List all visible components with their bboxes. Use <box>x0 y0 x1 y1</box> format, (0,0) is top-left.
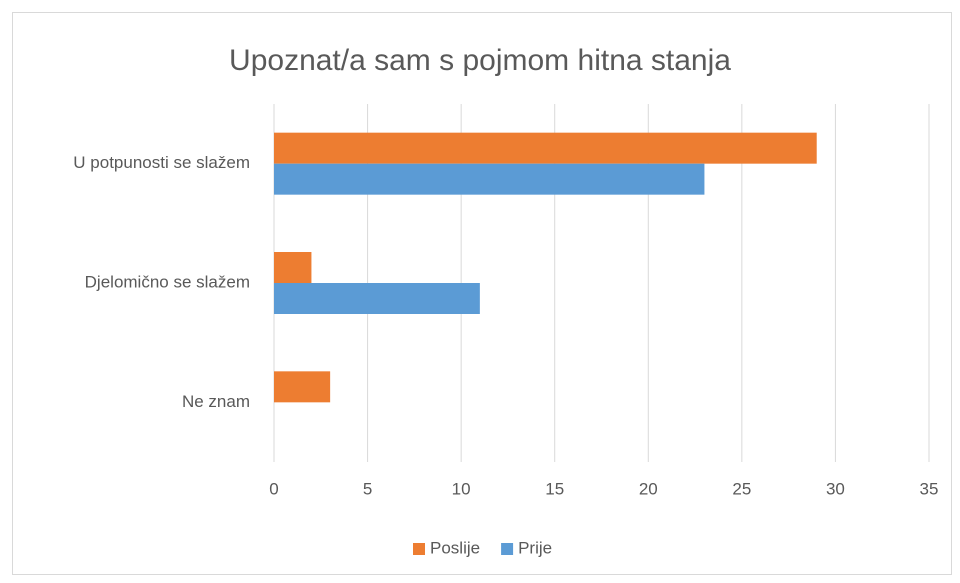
chart-border <box>12 12 952 575</box>
x-tick-label: 15 <box>545 479 564 498</box>
bar <box>274 252 312 283</box>
legend-swatch <box>501 543 514 555</box>
legend-label: Poslije <box>430 538 480 557</box>
legend-label: Prije <box>518 538 552 557</box>
bar <box>274 132 817 164</box>
x-tick-label: 5 <box>363 479 372 498</box>
y-tick-label: Djelomično se slažem <box>85 272 250 291</box>
x-tick-label: 0 <box>269 479 278 498</box>
legend-swatch <box>413 543 425 555</box>
chart-title: Upoznat/a sam s pojmom hitna stanja <box>229 44 731 77</box>
x-tick-label: 10 <box>452 479 471 498</box>
bar <box>274 371 331 403</box>
bar <box>274 163 705 195</box>
y-tick-label: U potpunosti se slažem <box>73 153 250 172</box>
x-tick-label: 25 <box>732 479 751 498</box>
x-tick-label: 30 <box>826 479 845 498</box>
y-tick-label: Ne znam <box>182 392 250 411</box>
x-tick-label: 20 <box>639 479 658 498</box>
x-tick-label: 35 <box>920 479 939 498</box>
bar <box>274 283 480 314</box>
